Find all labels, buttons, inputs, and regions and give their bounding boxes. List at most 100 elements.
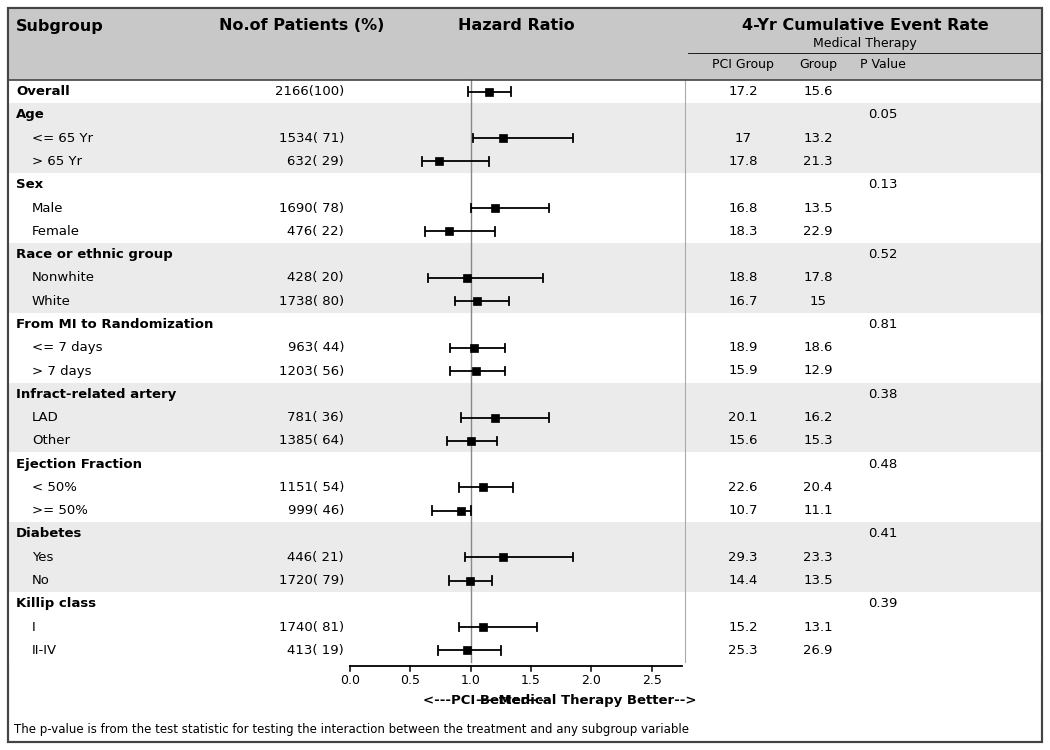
Text: 428( 20): 428( 20)	[288, 272, 344, 284]
Text: 2166(100): 2166(100)	[275, 86, 344, 98]
Bar	[8, 336, 1042, 359]
Text: 0.52: 0.52	[868, 248, 898, 261]
Text: Diabetes: Diabetes	[16, 527, 82, 541]
Text: 1534( 71): 1534( 71)	[278, 132, 344, 145]
Text: <---PCI Better----: <---PCI Better----	[423, 694, 549, 707]
Text: >= 50%: >= 50%	[32, 504, 88, 518]
Bar	[8, 639, 1042, 662]
Text: 1738( 80): 1738( 80)	[279, 295, 344, 307]
Bar	[8, 406, 1042, 429]
Text: 13.5: 13.5	[803, 574, 833, 587]
Bar	[8, 382, 1042, 406]
Text: 0.39: 0.39	[868, 597, 898, 610]
Text: 17.2: 17.2	[729, 86, 758, 98]
Text: 14.4: 14.4	[729, 574, 758, 587]
Text: 15.2: 15.2	[729, 620, 758, 634]
Bar	[8, 173, 1042, 196]
Text: P Value: P Value	[860, 58, 906, 70]
Text: Yes: Yes	[32, 550, 54, 564]
Text: 20.1: 20.1	[729, 411, 758, 424]
Bar	[8, 452, 1042, 476]
Text: Male: Male	[32, 202, 63, 214]
Text: 17.8: 17.8	[729, 155, 758, 168]
Text: 20.4: 20.4	[803, 481, 833, 494]
Text: Other: Other	[32, 434, 70, 447]
Bar	[8, 243, 1042, 266]
Text: Age: Age	[16, 109, 45, 122]
Text: Race or ethnic group: Race or ethnic group	[16, 248, 173, 261]
Text: 23.3: 23.3	[803, 550, 833, 564]
Text: 18.6: 18.6	[803, 341, 833, 354]
Text: 2.0: 2.0	[582, 674, 602, 687]
Text: Group: Group	[799, 58, 837, 70]
Text: 13.1: 13.1	[803, 620, 833, 634]
Text: No.of Patients (%): No.of Patients (%)	[219, 19, 384, 34]
Text: 1151( 54): 1151( 54)	[278, 481, 344, 494]
Text: 22.9: 22.9	[803, 225, 833, 238]
Text: 17.8: 17.8	[803, 272, 833, 284]
Text: 16.2: 16.2	[803, 411, 833, 424]
Text: 413( 19): 413( 19)	[288, 644, 344, 657]
Text: 13.2: 13.2	[803, 132, 833, 145]
Text: White: White	[32, 295, 71, 307]
Text: 0.0: 0.0	[340, 674, 360, 687]
Text: 29.3: 29.3	[729, 550, 758, 564]
Text: 15.3: 15.3	[803, 434, 833, 447]
Bar	[8, 476, 1042, 499]
Text: Overall: Overall	[16, 86, 69, 98]
Text: 0.13: 0.13	[868, 178, 898, 191]
Bar	[8, 127, 1042, 150]
Text: Medical Therapy: Medical Therapy	[813, 38, 917, 50]
Bar	[8, 359, 1042, 382]
Text: 0.38: 0.38	[868, 388, 898, 400]
Text: From MI to Randomization: From MI to Randomization	[16, 318, 213, 331]
Text: < 50%: < 50%	[32, 481, 77, 494]
Text: > 7 days: > 7 days	[32, 364, 91, 377]
Text: 0.48: 0.48	[868, 458, 898, 470]
Text: ----Medical Therapy Better-->: ----Medical Therapy Better-->	[476, 694, 696, 707]
Text: 1.0: 1.0	[461, 674, 481, 687]
Bar	[8, 545, 1042, 569]
Text: 18.8: 18.8	[729, 272, 758, 284]
Bar	[8, 80, 1042, 104]
Text: 16.7: 16.7	[729, 295, 758, 307]
Text: Ejection Fraction: Ejection Fraction	[16, 458, 142, 470]
Text: LAD: LAD	[32, 411, 59, 424]
Bar	[8, 104, 1042, 127]
Text: 963( 44): 963( 44)	[288, 341, 344, 354]
Text: 1385( 64): 1385( 64)	[279, 434, 344, 447]
Text: 22.6: 22.6	[729, 481, 758, 494]
Text: 21.3: 21.3	[803, 155, 833, 168]
Text: Hazard Ratio: Hazard Ratio	[458, 19, 574, 34]
Text: 1.5: 1.5	[521, 674, 541, 687]
Bar	[8, 592, 1042, 616]
Bar	[8, 196, 1042, 220]
Text: 0.81: 0.81	[868, 318, 898, 331]
Bar	[8, 499, 1042, 522]
Bar	[8, 290, 1042, 313]
Text: 1690( 78): 1690( 78)	[279, 202, 344, 214]
Text: Killip class: Killip class	[16, 597, 97, 610]
Text: 16.8: 16.8	[729, 202, 758, 214]
Text: 15.6: 15.6	[803, 86, 833, 98]
Text: 1740( 81): 1740( 81)	[279, 620, 344, 634]
Bar	[8, 150, 1042, 173]
Bar	[8, 266, 1042, 290]
Text: 0.05: 0.05	[868, 109, 898, 122]
Text: 25.3: 25.3	[729, 644, 758, 657]
Text: Subgroup: Subgroup	[16, 19, 104, 34]
Text: 781( 36): 781( 36)	[288, 411, 344, 424]
Text: Nonwhite: Nonwhite	[32, 272, 94, 284]
Text: 2.5: 2.5	[642, 674, 662, 687]
Text: 17: 17	[735, 132, 752, 145]
Text: 632( 29): 632( 29)	[288, 155, 344, 168]
Bar	[8, 522, 1042, 545]
Text: 12.9: 12.9	[803, 364, 833, 377]
Text: 446( 21): 446( 21)	[288, 550, 344, 564]
Text: No: No	[32, 574, 50, 587]
Text: 0.41: 0.41	[868, 527, 898, 541]
Bar	[8, 569, 1042, 592]
Text: I: I	[32, 620, 36, 634]
Text: 15.6: 15.6	[729, 434, 758, 447]
Text: 13.5: 13.5	[803, 202, 833, 214]
